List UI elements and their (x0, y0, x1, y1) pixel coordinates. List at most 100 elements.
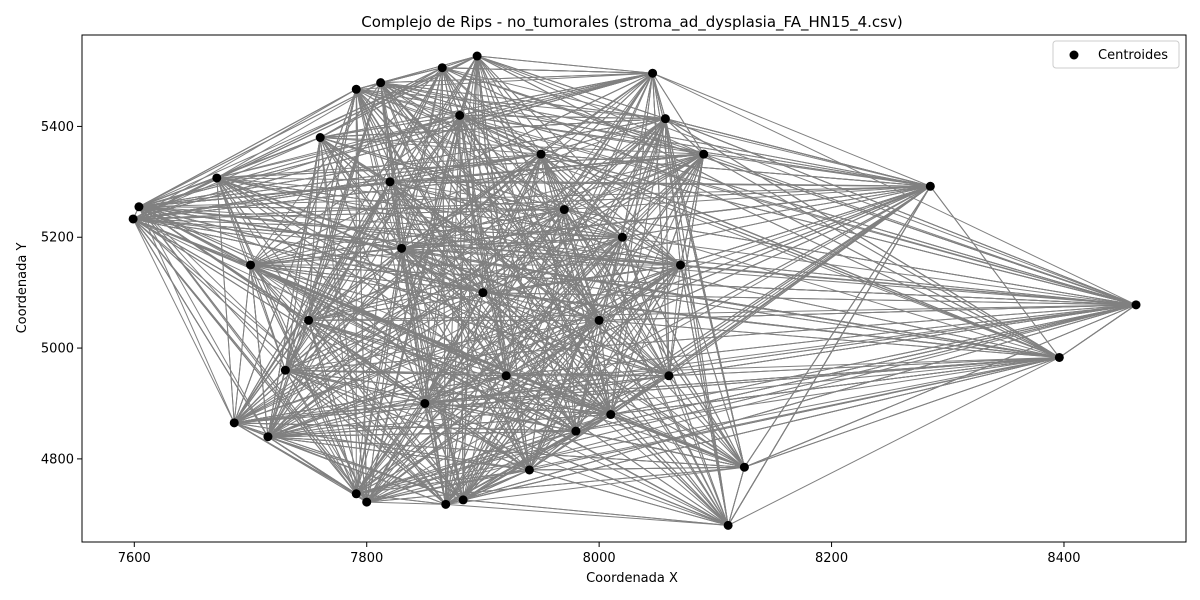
edge (355, 153, 542, 495)
legend: Centroides (1052, 40, 1180, 69)
edge (621, 73, 654, 238)
edge (610, 73, 654, 415)
edge (610, 153, 705, 415)
edge (441, 67, 542, 155)
edge (380, 82, 565, 210)
edge (680, 185, 931, 266)
edge (505, 154, 542, 376)
edge (445, 264, 681, 505)
edge (540, 153, 681, 266)
edge (441, 67, 577, 432)
edge (308, 319, 729, 526)
edge (234, 292, 484, 424)
edge (233, 209, 565, 424)
edge (319, 137, 600, 321)
edges-layer (132, 55, 1137, 526)
centroid-point (315, 133, 325, 143)
edge (319, 137, 729, 526)
edge (355, 89, 530, 471)
edge (621, 237, 745, 468)
edge (459, 115, 612, 415)
edge (622, 185, 931, 238)
edge (138, 153, 542, 208)
edge (610, 414, 745, 468)
edge (216, 177, 670, 377)
centroid-point (524, 465, 534, 475)
edge (564, 209, 1137, 306)
edge (540, 153, 729, 526)
edge (424, 292, 484, 404)
x-tick-label: 8400 (1047, 551, 1080, 566)
edge (424, 115, 461, 404)
edge (575, 430, 745, 468)
edge (441, 67, 729, 526)
edge (366, 469, 530, 503)
edge (476, 55, 600, 321)
edge (462, 118, 666, 501)
edge (308, 319, 745, 468)
edge (380, 82, 403, 249)
edge (319, 137, 402, 249)
edge (308, 319, 507, 377)
edge (132, 137, 321, 220)
edge (610, 264, 681, 415)
edge (355, 89, 391, 183)
edge (482, 292, 577, 432)
edge (598, 320, 612, 415)
edge (445, 56, 478, 505)
edge (476, 55, 1060, 358)
edge (355, 209, 565, 495)
edge (356, 88, 542, 155)
centroid-point (594, 315, 604, 325)
edge (380, 82, 391, 182)
edge (133, 218, 1137, 306)
edge (462, 430, 577, 501)
edge (540, 153, 931, 187)
edge (664, 118, 729, 526)
edge (356, 67, 443, 90)
edge (599, 304, 1137, 321)
edge (366, 430, 577, 503)
edge (267, 402, 425, 438)
edge (564, 209, 1060, 358)
edge (401, 115, 461, 249)
centroid-point (660, 114, 670, 124)
edge (138, 114, 460, 208)
edge (250, 264, 507, 377)
centroid-point (304, 315, 314, 325)
edge (540, 154, 612, 415)
edge (459, 72, 653, 116)
chart-title: Complejo de Rips - no_tumorales (stroma_… (361, 13, 902, 32)
centroid-point (385, 177, 395, 187)
centroid-point (536, 149, 546, 159)
centroid-point (441, 499, 451, 509)
centroid-point (1131, 300, 1141, 310)
edge (445, 153, 705, 505)
centroid-point (723, 520, 733, 530)
edge (652, 73, 729, 526)
edge (355, 292, 484, 495)
edge (132, 218, 235, 424)
centroid-point (376, 78, 386, 88)
edge (267, 436, 530, 471)
edge (529, 375, 670, 471)
edge (389, 181, 681, 266)
edge (529, 469, 729, 526)
edge (284, 89, 357, 371)
edge (380, 72, 653, 84)
edge (366, 403, 426, 503)
x-axis: 7600 7800 8000 8200 8400 (118, 542, 1081, 566)
edge (652, 72, 1137, 306)
edge (462, 469, 530, 501)
edge (563, 209, 745, 468)
y-tick-label: 4800 (41, 452, 74, 467)
edge (138, 72, 653, 208)
x-tick-label: 8000 (583, 551, 616, 566)
centroid-point (501, 371, 511, 381)
centroid-point (351, 84, 361, 94)
edge (366, 501, 446, 505)
edge (250, 264, 464, 501)
edge (563, 72, 654, 210)
edge (284, 369, 357, 495)
